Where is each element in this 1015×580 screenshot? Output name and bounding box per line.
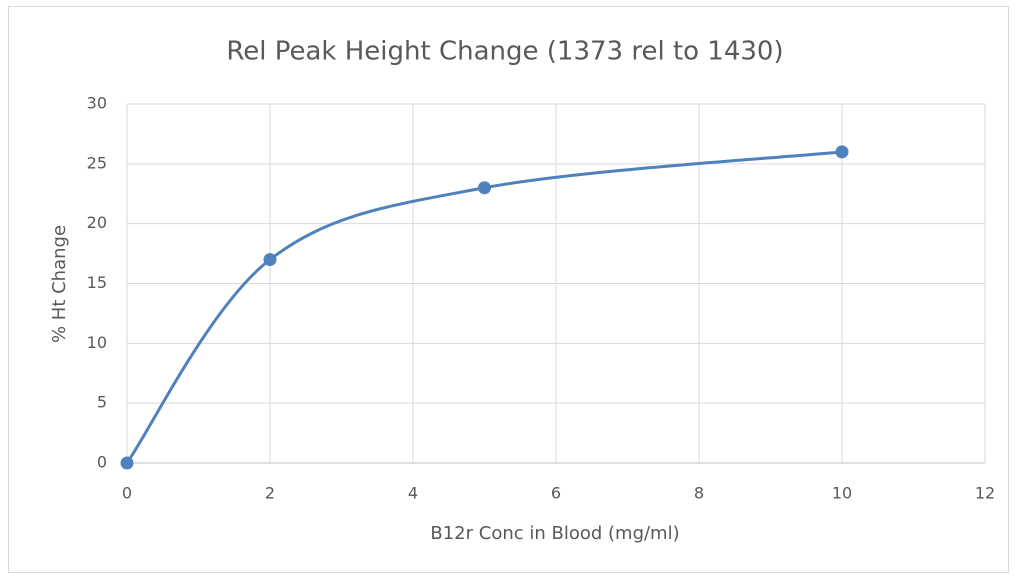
y-axis-label: % Ht Change [49, 225, 70, 343]
y-tick-label: 30 [87, 94, 107, 113]
y-tick-label: 0 [97, 453, 107, 472]
data-point [120, 456, 134, 470]
x-tick-label: 8 [694, 484, 704, 503]
y-tick-label: 25 [87, 153, 107, 172]
chart-border [8, 6, 1009, 573]
x-tick-label: 10 [832, 484, 852, 503]
data-line [125, 150, 843, 464]
x-tick-label: 12 [975, 484, 995, 503]
x-tick-label: 0 [122, 484, 132, 503]
data-point [263, 253, 277, 267]
y-tick-label: 15 [87, 273, 107, 292]
y-tick-label: 5 [97, 393, 107, 412]
x-axis-label: B12r Conc in Blood (mg/ml) [430, 523, 679, 544]
y-tick-label: 10 [87, 333, 107, 352]
chart-title: Rel Peak Height Change (1373 rel to 1430… [226, 37, 783, 67]
data-point [478, 181, 491, 195]
x-tick-label: 6 [551, 484, 561, 503]
data-point [835, 145, 849, 159]
x-tick-label: 2 [265, 484, 275, 503]
y-tick-label: 20 [87, 213, 107, 232]
x-tick-label: 4 [408, 484, 418, 503]
